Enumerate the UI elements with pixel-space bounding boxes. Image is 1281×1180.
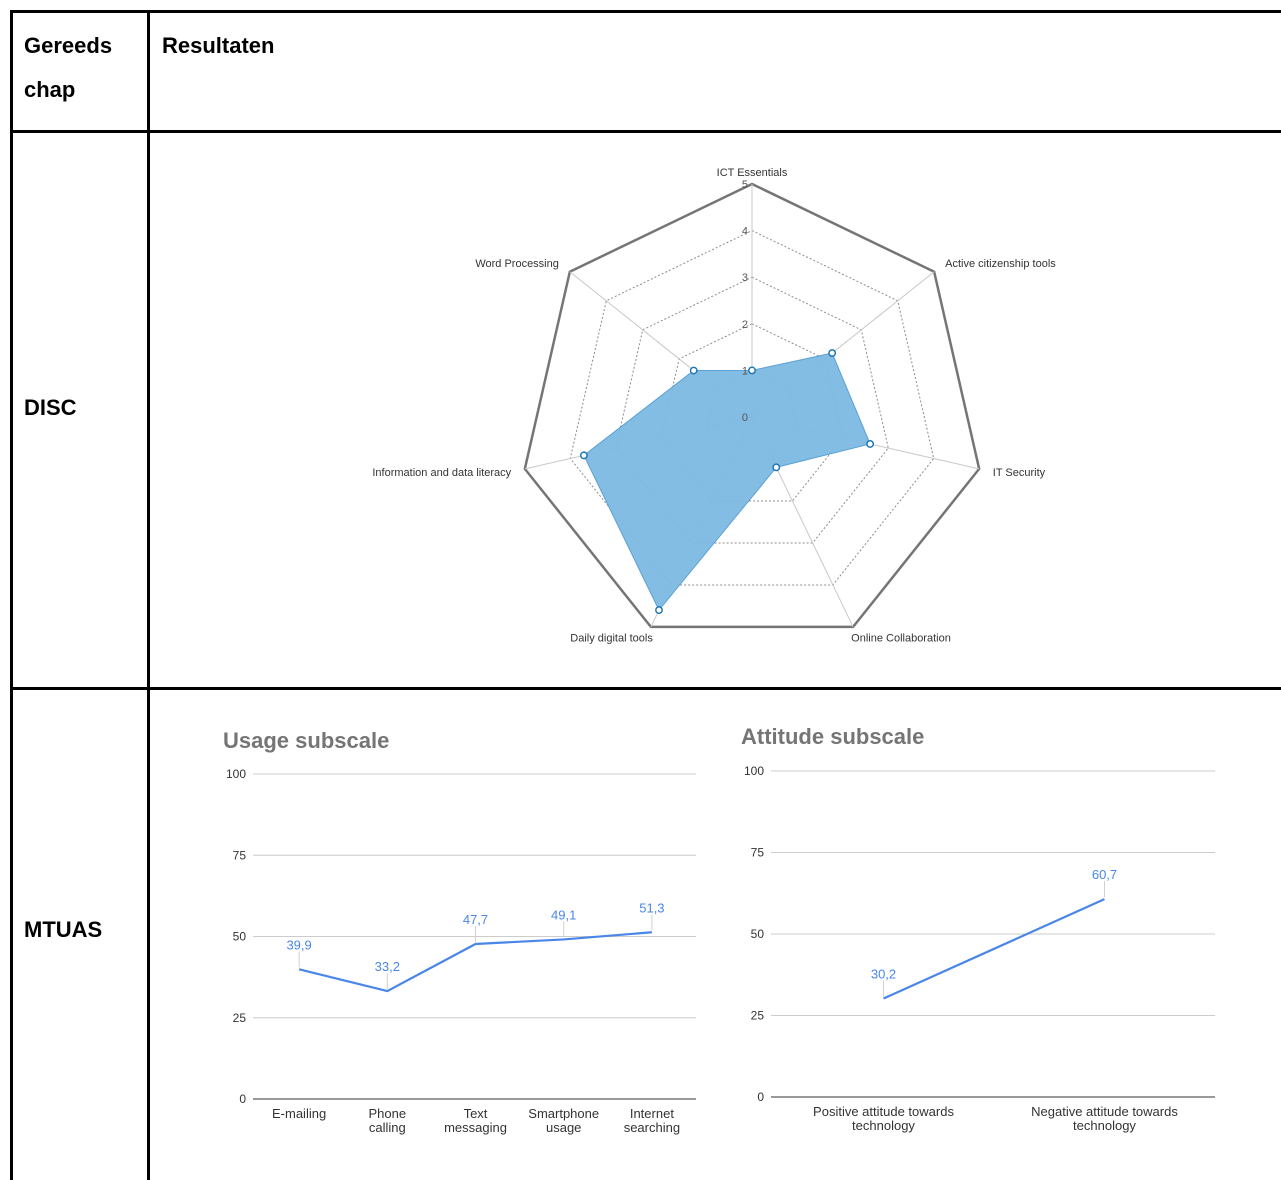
y-tick-label: 75 [751, 846, 765, 860]
chart-title: Attitude subscale [741, 724, 924, 749]
y-tick-label: 50 [751, 927, 765, 941]
radar-tick-label: 5 [742, 179, 748, 191]
x-tick-label: calling [369, 1120, 406, 1135]
radar-axis-label: Daily digital tools [570, 633, 653, 645]
header-tool-line2: chap [24, 77, 76, 102]
x-tick-label: searching [624, 1120, 680, 1135]
data-label: 39,9 [286, 937, 311, 952]
table-column-divider [147, 10, 150, 1180]
header-tool-cell: Gereeds chap [24, 24, 112, 112]
y-tick-label: 0 [239, 1092, 246, 1106]
radar-tick-label: 0 [742, 412, 748, 424]
radar-axis-label: Information and data literacy [372, 467, 511, 479]
x-tick-label: Text [464, 1106, 488, 1121]
header-tool-line1: Gereeds [24, 33, 113, 58]
y-tick-label: 50 [233, 930, 247, 944]
radar-grid-ring [615, 276, 889, 544]
header-results-cell: Resultaten [162, 33, 275, 58]
usage-subscale-chart: Usage subscale 0 25 50 75 100 39,9 E-mailing 33,… [223, 728, 696, 1135]
data-label: 60,7 [1092, 867, 1117, 882]
x-tick-label: Internet [630, 1106, 674, 1121]
x-tick-label: technology [852, 1118, 915, 1133]
x-tick-label: Phone [369, 1106, 407, 1121]
radar-tick-label: 3 [742, 272, 748, 284]
table-row-divider-2 [10, 687, 1281, 690]
chart-title: Usage subscale [223, 728, 389, 753]
x-tick-label: usage [546, 1120, 581, 1135]
data-label: 30,2 [871, 967, 896, 982]
data-label: 51,3 [639, 900, 664, 915]
radar-point [689, 366, 698, 375]
table-row-divider-1 [10, 130, 1281, 133]
y-tick-label: 75 [233, 848, 247, 862]
radar-point [772, 463, 781, 472]
radar-axis-label: IT Security [993, 467, 1046, 479]
x-tick-label: Smartphone [528, 1106, 599, 1121]
table-border-top [10, 10, 1281, 13]
x-tick-label: E-mailing [272, 1106, 326, 1121]
data-label: 47,7 [463, 912, 488, 927]
row-label-disc: DISC [24, 395, 77, 420]
radar-data-area [583, 352, 871, 612]
y-tick-label: 25 [751, 1009, 765, 1023]
y-tick-label: 100 [226, 767, 246, 781]
radar-axis-label: Word Processing [475, 258, 559, 270]
y-tick-label: 25 [233, 1011, 247, 1025]
radar-point [866, 440, 875, 448]
radar-point [828, 349, 837, 358]
data-label: 33,2 [375, 959, 400, 974]
data-label: 49,1 [551, 907, 576, 922]
radar-tick-label: 1 [742, 365, 748, 377]
y-tick-label: 0 [757, 1090, 764, 1104]
radar-outer-ring [523, 182, 981, 629]
radar-point [655, 606, 663, 615]
x-tick-label: Positive attitude towards [813, 1104, 954, 1119]
table-border-left [10, 10, 13, 1180]
attitude-subscale-chart: Attitude subscale 0 25 50 75 100 30,2 Positive … [741, 724, 1215, 1133]
x-tick-label: messaging [444, 1120, 507, 1135]
radar-tick-label: 2 [742, 319, 748, 331]
x-tick-label: technology [1073, 1118, 1136, 1133]
radar-point [748, 366, 756, 375]
radar-axis-label: Active citizenship tools [945, 258, 1056, 270]
x-tick-label: Negative attitude towards [1031, 1104, 1178, 1119]
series-line [298, 931, 652, 993]
row-label-mtuas: MTUAS [24, 917, 103, 942]
radar-axis-label: ICT Essentials [717, 167, 788, 179]
y-tick-label: 100 [744, 764, 764, 778]
series-line [883, 898, 1105, 1000]
radar-axis-label: Online Collaboration [851, 633, 951, 645]
radar-grid-ring [569, 230, 935, 586]
radar-tick-label: 4 [742, 226, 748, 238]
radar-point [579, 451, 588, 460]
